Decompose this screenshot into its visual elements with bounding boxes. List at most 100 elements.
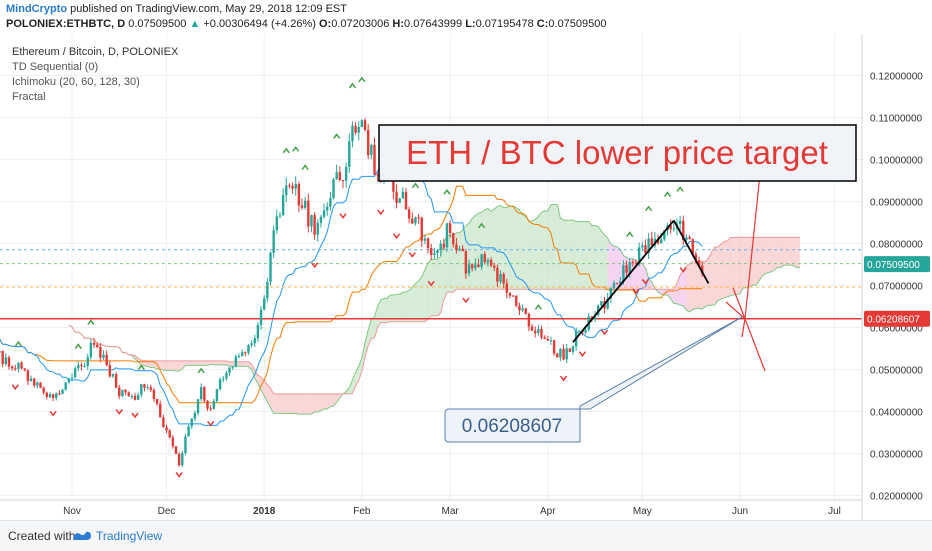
- cloud-segment: [425, 263, 428, 322]
- cloud-segment: [397, 294, 400, 322]
- candle-body: [487, 260, 489, 262]
- candle-body: [323, 210, 325, 216]
- candle-body: [231, 367, 233, 368]
- cloud-segment: [167, 361, 170, 371]
- candle-body: [137, 395, 139, 400]
- candle-body: [556, 353, 558, 357]
- candle-body: [27, 370, 29, 381]
- candle-body: [150, 387, 152, 390]
- candle-body: [462, 249, 464, 252]
- candle-body: [203, 387, 205, 401]
- price-chart[interactable]: 0.120000000.110000000.100000000.09000000…: [0, 34, 932, 520]
- cloud-segment: [535, 216, 538, 289]
- candle-body: [651, 238, 653, 245]
- price-axis[interactable]: 0.120000000.110000000.100000000.09000000…: [864, 72, 930, 503]
- y-tick-label: 0.02000000: [870, 492, 923, 503]
- candle-body: [263, 298, 265, 309]
- candle-body: [87, 357, 89, 366]
- candle-body: [36, 383, 38, 386]
- candle-body: [625, 265, 627, 272]
- cloud-segment: [507, 206, 510, 289]
- candle-body: [468, 264, 470, 273]
- cloud-segment: [778, 237, 781, 267]
- cloud-segment: [176, 361, 179, 371]
- candle-body: [364, 120, 366, 130]
- candle-body: [206, 401, 208, 409]
- candle-body: [550, 340, 552, 341]
- candle-body: [553, 340, 555, 353]
- candle-body: [17, 363, 19, 369]
- candle-body: [30, 379, 32, 382]
- candle-body: [146, 387, 148, 388]
- cloud-segment: [740, 237, 743, 294]
- cloud-segment: [605, 235, 608, 289]
- cloud-segment: [299, 394, 302, 414]
- candle-body: [430, 248, 432, 255]
- candle-body: [175, 446, 177, 454]
- candle-body: [276, 216, 278, 230]
- publish-info: published on TradingView.com, May 29, 20…: [70, 3, 347, 15]
- candle-body: [156, 399, 158, 404]
- close-value: 0.07509500: [548, 18, 606, 30]
- candle-body: [178, 454, 180, 465]
- candle-body: [414, 217, 416, 223]
- cloud-segment: [538, 212, 541, 289]
- cloud-segment: [321, 394, 324, 411]
- candle-body: [521, 308, 523, 310]
- candle-body: [71, 377, 73, 378]
- candle-body: [5, 357, 7, 364]
- candle-body: [14, 368, 16, 369]
- candle-body: [172, 438, 174, 447]
- candle-body: [238, 356, 240, 357]
- candle-body: [93, 343, 95, 345]
- cloud-segment: [296, 394, 299, 414]
- cloud-segment: [277, 394, 280, 414]
- candle-body: [540, 329, 542, 337]
- y-tick-label: 0.08000000: [870, 240, 923, 251]
- cloud-segment: [532, 219, 535, 289]
- candle-body: [181, 453, 183, 465]
- cloud-segment: [305, 394, 308, 414]
- cloud-segment: [239, 362, 242, 366]
- candle-body: [499, 274, 501, 282]
- cloud-segment: [762, 237, 765, 276]
- cloud-segment: [781, 237, 784, 267]
- cloud-segment: [242, 362, 245, 366]
- cloud-segment: [469, 218, 472, 289]
- candle-body: [200, 387, 202, 399]
- candle-body: [660, 239, 662, 243]
- candle-body: [439, 244, 441, 250]
- cloud-segment: [564, 220, 567, 289]
- x-tick-label: Feb: [353, 506, 371, 517]
- footer: Created with TradingView: [0, 520, 932, 551]
- cloud-segment: [598, 226, 601, 289]
- cloud-segment: [488, 208, 491, 289]
- candle-body: [424, 238, 426, 240]
- cloud-segment: [289, 394, 292, 414]
- cloud-segment: [280, 394, 283, 414]
- candle-body: [295, 184, 297, 189]
- candle-body: [184, 437, 186, 454]
- candle-body: [685, 237, 687, 240]
- cloud-segment: [315, 394, 318, 412]
- target-callout: ETH / BTC lower price target: [379, 125, 856, 181]
- candle-body: [228, 368, 230, 373]
- candle-body: [335, 172, 337, 179]
- candle-body: [310, 215, 312, 226]
- cloud-segment: [592, 226, 595, 290]
- candle-body: [562, 349, 564, 359]
- x-tick-label: 2018: [253, 506, 276, 517]
- candle-body: [64, 382, 66, 389]
- author-name[interactable]: MindCrypto: [6, 3, 67, 15]
- candle-body: [74, 368, 76, 377]
- cloud-segment: [393, 294, 396, 322]
- close-label: C:: [537, 18, 549, 30]
- candle-body: [477, 265, 479, 268]
- candle-body: [42, 388, 44, 393]
- tradingview-brand[interactable]: TradingView: [96, 529, 162, 543]
- candle-body: [452, 233, 454, 244]
- candle-body: [361, 120, 363, 127]
- candle-body: [484, 254, 486, 262]
- cloud-segment: [693, 262, 696, 310]
- cloud-segment: [708, 252, 711, 305]
